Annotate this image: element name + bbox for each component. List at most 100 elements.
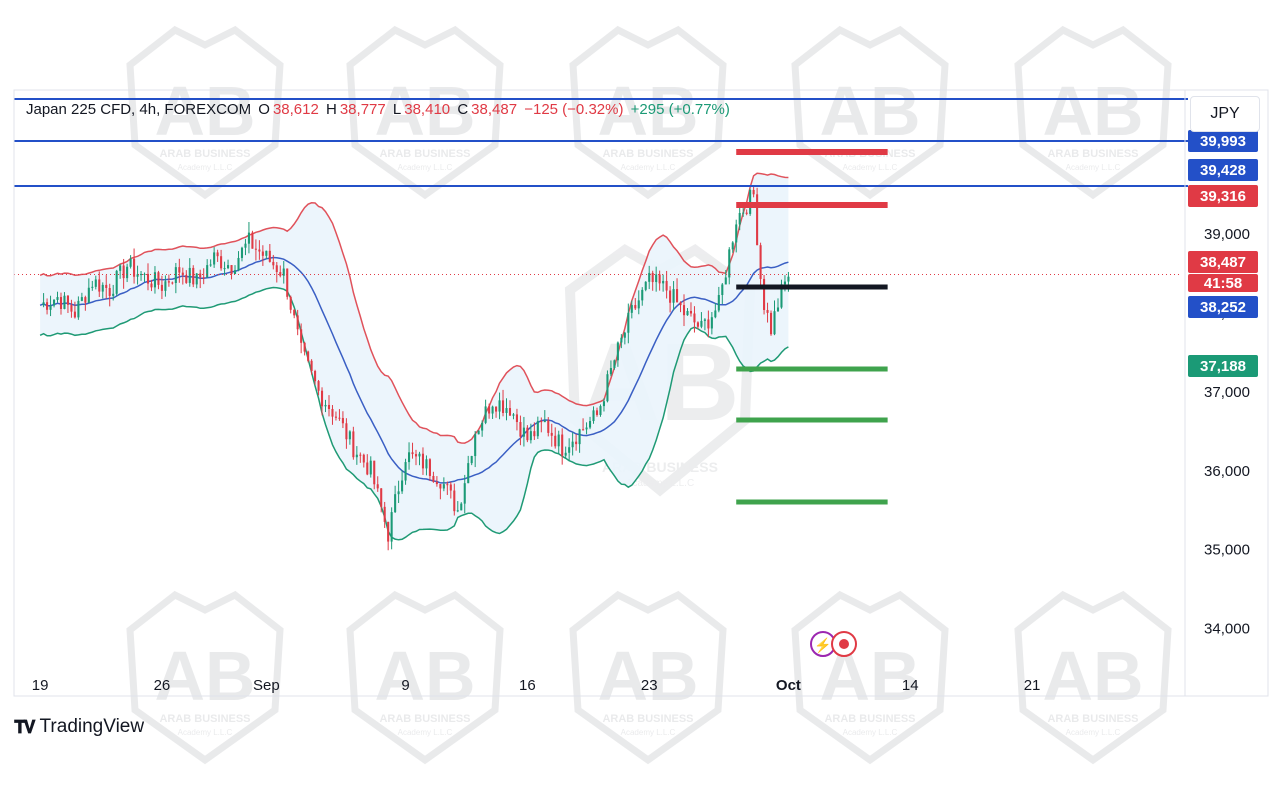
candle-body bbox=[435, 481, 438, 485]
price-label-badge: 39,316 bbox=[1188, 185, 1258, 207]
candle bbox=[153, 266, 157, 294]
candle bbox=[157, 270, 160, 290]
candle bbox=[108, 283, 111, 307]
candle-body bbox=[783, 281, 786, 285]
candle bbox=[119, 263, 122, 279]
candle bbox=[314, 369, 317, 385]
watermark-shield bbox=[569, 590, 727, 765]
price-label-bg bbox=[1188, 159, 1258, 181]
candle-body bbox=[247, 232, 250, 244]
candle-body bbox=[42, 302, 45, 306]
candle bbox=[501, 389, 505, 417]
candle bbox=[519, 415, 522, 446]
candle-body bbox=[491, 406, 494, 414]
watermark-subtext: Academy L.L.C bbox=[1066, 728, 1121, 737]
watermark-subtext: Academy L.L.C bbox=[1066, 163, 1121, 172]
candle-body bbox=[721, 284, 724, 296]
watermark-shield bbox=[791, 25, 949, 200]
candle-body bbox=[411, 452, 414, 455]
candle-body bbox=[220, 256, 223, 269]
candle bbox=[77, 296, 80, 320]
candle bbox=[616, 341, 619, 367]
watermark-subtext: Academy L.L.C bbox=[178, 163, 233, 172]
candle bbox=[543, 410, 546, 423]
candle bbox=[178, 258, 181, 283]
time-tick-label: 23 bbox=[641, 677, 658, 694]
candle-body bbox=[49, 305, 52, 310]
candle-body bbox=[609, 368, 612, 375]
candle bbox=[223, 261, 226, 276]
candle bbox=[724, 270, 727, 285]
candle-body bbox=[167, 281, 170, 283]
watermark-subtext: Academy L.L.C bbox=[843, 728, 898, 737]
currency-button[interactable]: JPY bbox=[1190, 96, 1260, 132]
candle-body bbox=[418, 453, 421, 457]
time-tick-label: 16 bbox=[519, 677, 536, 694]
candle bbox=[136, 265, 139, 285]
candle-body bbox=[136, 274, 139, 277]
candle bbox=[470, 455, 473, 466]
candle bbox=[707, 310, 710, 338]
candle bbox=[752, 185, 755, 198]
candle bbox=[526, 425, 529, 443]
candle-body bbox=[686, 310, 689, 316]
candle bbox=[442, 477, 445, 492]
candle bbox=[769, 310, 773, 336]
candle-body bbox=[571, 441, 574, 448]
upper-band-line bbox=[39, 172, 789, 444]
low-value: 38,410 bbox=[404, 101, 451, 118]
candle-body bbox=[373, 460, 376, 485]
candle-body bbox=[157, 272, 160, 285]
tradingview-logo[interactable]: 𝐓𝐕 TradingView bbox=[14, 716, 144, 738]
candle bbox=[717, 286, 720, 313]
candle bbox=[568, 438, 571, 462]
candle bbox=[620, 334, 623, 349]
candle bbox=[735, 219, 738, 253]
candle-body bbox=[763, 278, 766, 310]
candle bbox=[202, 268, 205, 285]
candle-body bbox=[327, 404, 331, 409]
level-lines bbox=[14, 98, 1188, 505]
candle bbox=[585, 422, 588, 435]
candle bbox=[522, 416, 525, 447]
candle-body bbox=[714, 310, 717, 318]
watermark-letters: AB bbox=[597, 72, 698, 150]
candle-body bbox=[401, 480, 404, 492]
candle-body bbox=[98, 279, 101, 292]
candle bbox=[133, 248, 136, 284]
candle bbox=[73, 301, 76, 319]
candle bbox=[721, 282, 724, 305]
candle-body bbox=[206, 265, 209, 278]
candle bbox=[42, 293, 45, 308]
candle-body bbox=[293, 309, 296, 316]
candle-body bbox=[133, 258, 136, 277]
candle bbox=[94, 275, 97, 290]
watermark-subtext: Academy L.L.C bbox=[398, 163, 453, 172]
candle-body bbox=[606, 374, 609, 402]
candle bbox=[331, 405, 334, 425]
candle-body bbox=[129, 258, 132, 267]
candle bbox=[710, 312, 713, 335]
candle-body bbox=[710, 317, 713, 329]
candle bbox=[766, 302, 769, 323]
watermark-shield bbox=[1014, 25, 1172, 200]
candle-body bbox=[780, 284, 783, 308]
watermark-text: ARAB BUSINESS bbox=[602, 713, 693, 725]
candle-body bbox=[345, 423, 348, 440]
candle-body bbox=[101, 284, 104, 292]
candle-body bbox=[227, 265, 230, 269]
candle bbox=[634, 298, 637, 311]
candle-body bbox=[529, 431, 532, 441]
price-tick-label: 34,000 bbox=[1204, 621, 1250, 638]
candle bbox=[401, 470, 404, 494]
candle bbox=[164, 275, 167, 297]
candle bbox=[408, 442, 411, 470]
candle-body bbox=[512, 414, 515, 416]
candle bbox=[59, 292, 63, 315]
candle bbox=[181, 267, 184, 285]
